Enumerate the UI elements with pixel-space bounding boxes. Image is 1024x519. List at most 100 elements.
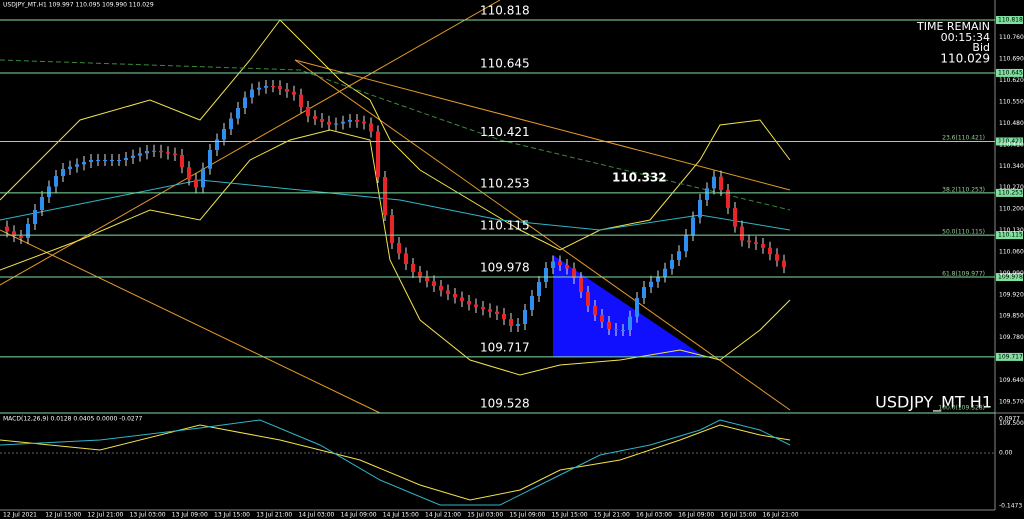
candle-body: [229, 118, 233, 129]
axis-level: 109.717: [998, 353, 1023, 360]
candle-body: [411, 264, 415, 272]
price-tick: 109.570: [999, 398, 1024, 405]
time-tick: 15 Jul 09:00: [509, 512, 545, 519]
axis-level: 109.978: [998, 274, 1023, 281]
candle-body: [656, 276, 660, 282]
candle-body: [642, 287, 646, 298]
time-tick: 15 Jul 15:00: [552, 512, 588, 519]
lower-band: [0, 129, 791, 376]
candle-body: [418, 272, 422, 277]
price-tick: 110.410: [999, 141, 1024, 148]
candle-body: [614, 329, 618, 330]
price-tick: 109.920: [999, 291, 1024, 298]
candle-body: [131, 155, 135, 158]
trend-line: [294, 59, 791, 191]
price-tick: 109.640: [999, 377, 1024, 384]
macd-label: MACD(12,26,9) 0.0128 0.0405 0.0000 -0.02…: [3, 416, 143, 423]
candle-body: [726, 190, 730, 208]
time-remain-label: TIME REMAIN: [916, 20, 990, 33]
time-tick: 12 Jul 15:00: [45, 512, 81, 519]
candle-body: [250, 89, 254, 98]
candle-body: [733, 208, 737, 227]
candle-body: [684, 235, 688, 252]
price-tick: 109.780: [999, 334, 1024, 341]
candle-body: [649, 281, 653, 287]
candle-body: [383, 177, 387, 215]
candle-body: [292, 91, 296, 95]
time-tick: 15 Jul 03:00: [467, 512, 503, 519]
candle-body: [285, 89, 289, 92]
candle-body: [747, 240, 751, 243]
trend-line: [0, 229, 381, 414]
candle-body: [390, 215, 394, 243]
candle-body: [215, 139, 219, 150]
candle-body: [187, 167, 191, 180]
candle-body: [47, 186, 51, 197]
time-tick: 13 Jul 15:00: [214, 512, 250, 519]
candle-body: [488, 309, 492, 312]
candle-body: [670, 260, 674, 269]
candle-body: [691, 217, 695, 235]
annotation: 110.332: [612, 171, 667, 185]
price-tick: 109.850: [999, 313, 1024, 320]
axis-level: 110.115: [998, 232, 1023, 239]
candle-body: [635, 298, 639, 317]
candle-body: [474, 304, 478, 307]
time-tick: 14 Jul 09:00: [341, 512, 377, 519]
candle-body: [348, 120, 352, 122]
candle-body: [523, 310, 527, 324]
candle-body: [103, 160, 107, 161]
level-label: 109.978: [480, 261, 530, 275]
level-label: 109.717: [480, 340, 530, 354]
candle-body: [208, 150, 212, 169]
candle-body: [593, 306, 597, 315]
axis-level: 110.645: [998, 69, 1023, 76]
macd-line: [0, 419, 791, 506]
candle-body: [355, 120, 359, 122]
time-tick: 13 Jul 09:00: [172, 512, 208, 519]
macd-tick: 0.0977: [999, 416, 1020, 423]
axis-level: 110.818: [998, 17, 1023, 24]
trend-line: [0, 0, 501, 286]
candle-body: [572, 268, 576, 278]
axis-level: 110.421: [998, 138, 1023, 145]
candle-body: [145, 151, 149, 154]
price-tick: 110.690: [999, 56, 1024, 63]
candle-body: [320, 119, 324, 122]
axis-marker: [996, 16, 1023, 24]
candle-body: [712, 176, 716, 189]
axis-marker: [996, 68, 1023, 77]
candle-body: [264, 86, 268, 88]
level-label: 110.645: [480, 56, 530, 70]
candle-body: [425, 276, 429, 282]
axis-marker: [996, 231, 1023, 240]
candle-body: [152, 150, 156, 152]
candle-body: [740, 226, 744, 241]
candle-body: [306, 107, 310, 117]
candle-body: [432, 281, 436, 286]
candle-body: [404, 253, 408, 264]
fib-label: 61.8(109.977): [942, 271, 985, 278]
bid-label: Bid: [972, 41, 990, 54]
macd-tick: -0.1473: [999, 503, 1022, 510]
candle-body: [110, 160, 114, 161]
candle-body: [754, 242, 758, 244]
candle-body: [698, 200, 702, 218]
candle-body: [201, 168, 205, 188]
price-tick: 110.270: [999, 184, 1024, 191]
axis-level: 110.253: [998, 189, 1023, 196]
price-tick: 110.340: [999, 163, 1024, 170]
fib-label: 100.0(109.528): [938, 405, 985, 412]
candle-body: [138, 153, 142, 156]
fib-label: 23.6(110.421): [942, 135, 985, 142]
level-label: 110.421: [480, 125, 530, 139]
candle-body: [26, 224, 30, 238]
candle-body: [761, 244, 765, 248]
candle-body: [607, 322, 611, 329]
time-tick: 13 Jul 21:00: [256, 512, 292, 519]
time-tick: 15 Jul 21:00: [594, 512, 630, 519]
time-tick: 12 Jul 21:00: [87, 512, 123, 519]
candle-body: [439, 286, 443, 291]
candle-body: [61, 169, 65, 176]
